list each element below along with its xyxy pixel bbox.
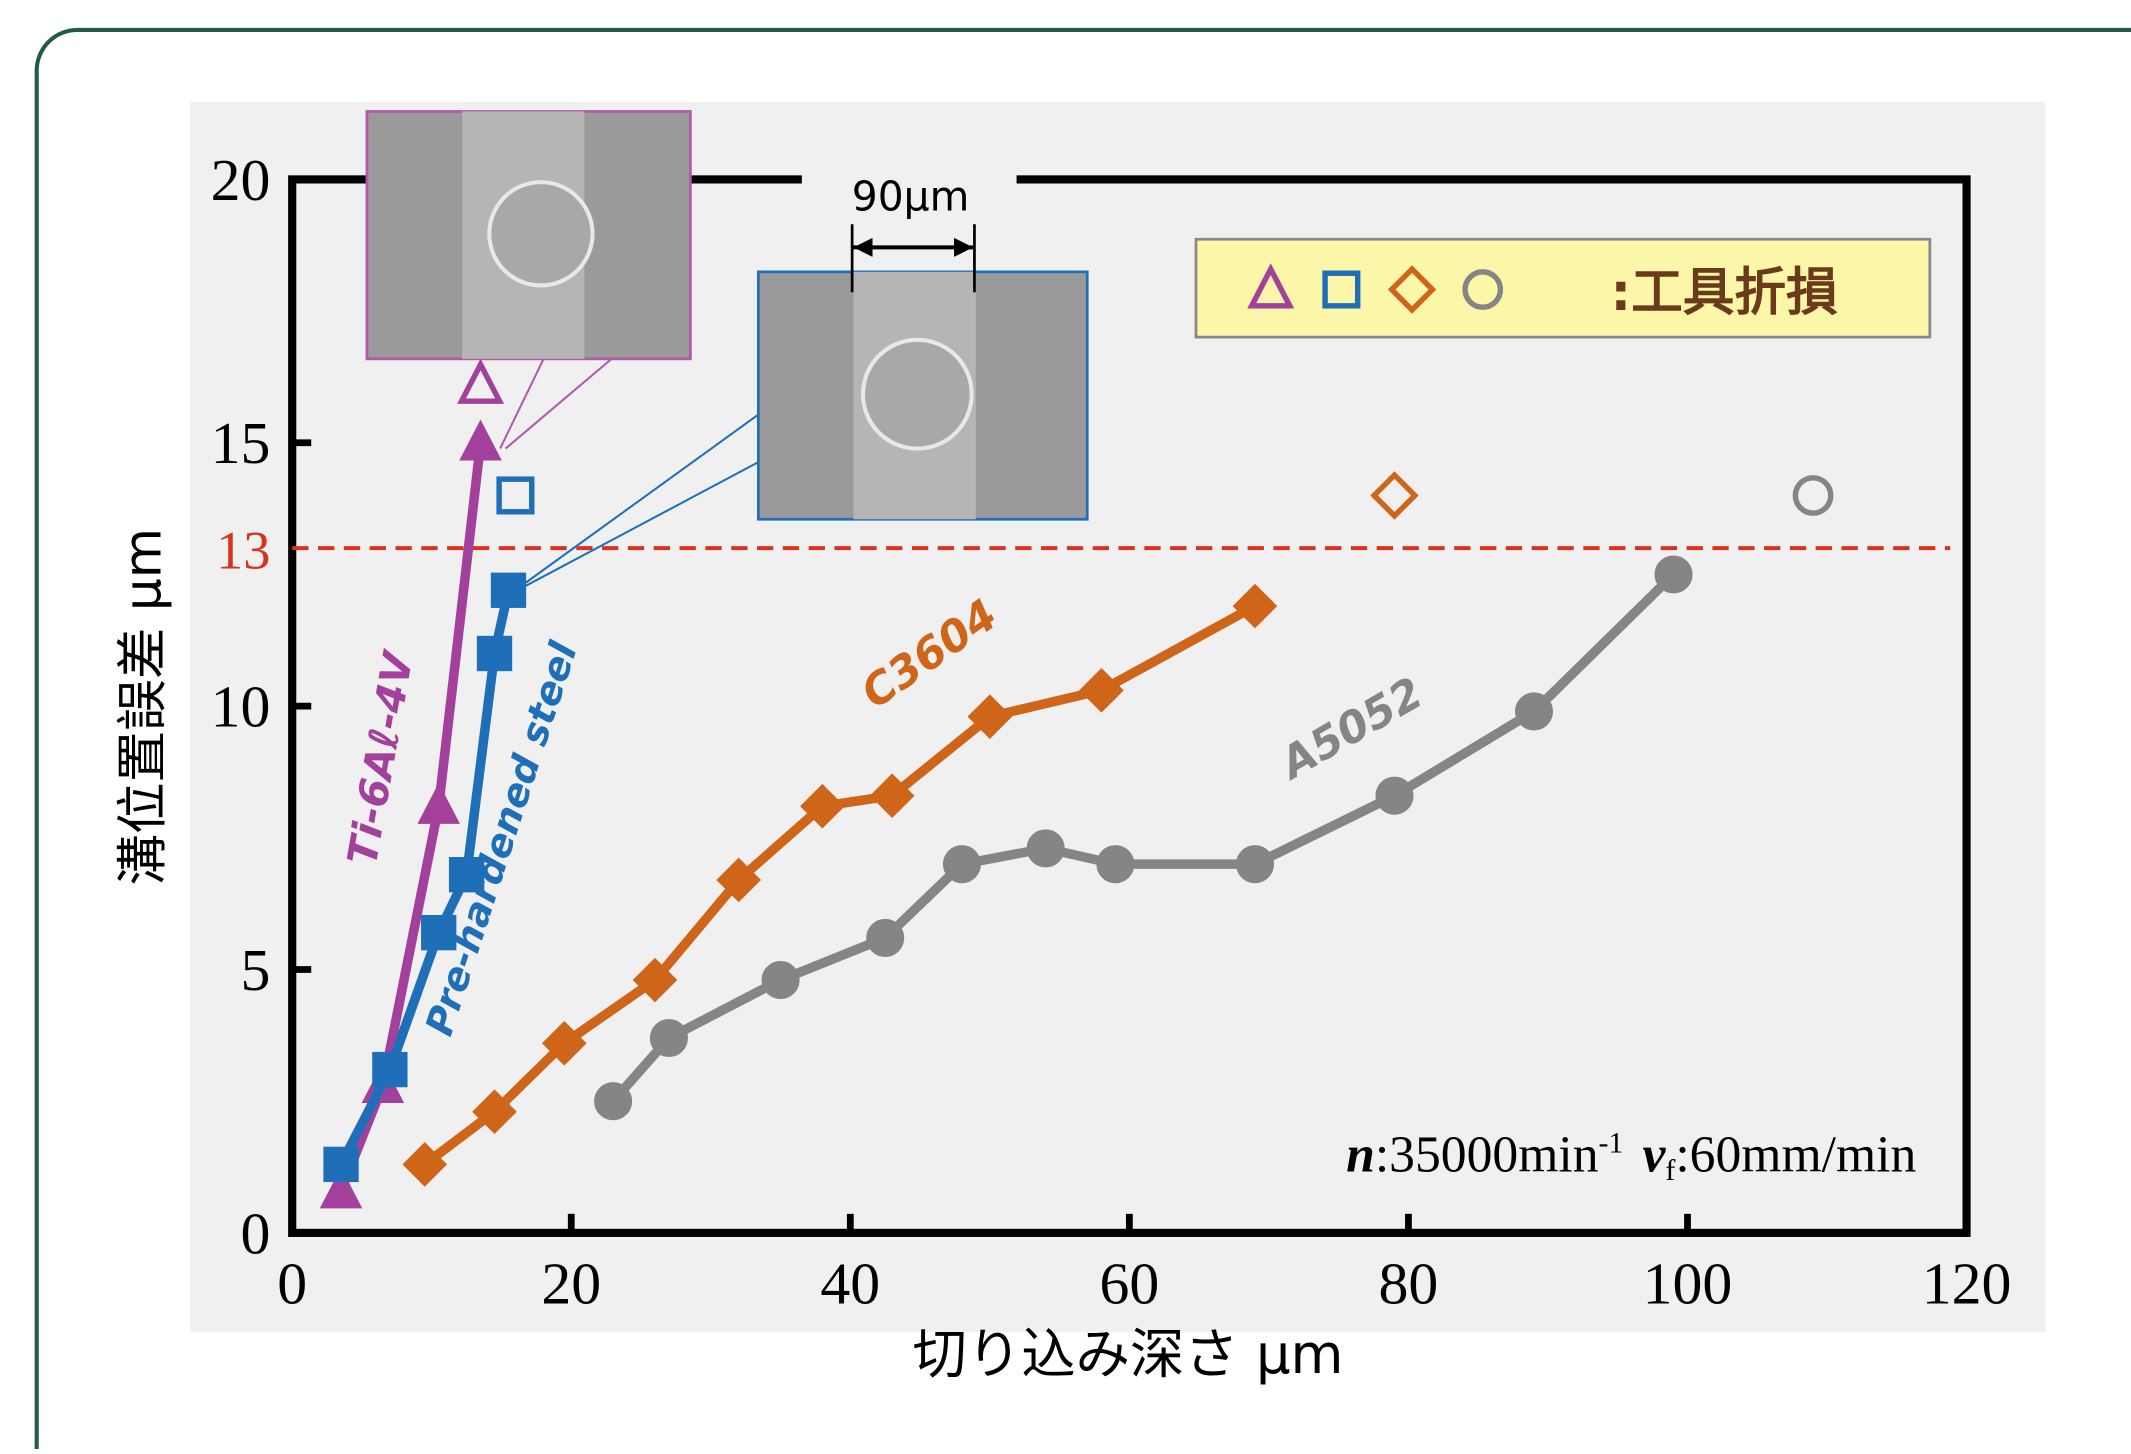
data-point	[1656, 557, 1691, 592]
data-point	[763, 962, 798, 997]
data-point	[1237, 846, 1272, 881]
inset-hole	[489, 182, 592, 285]
data-point	[651, 1020, 686, 1055]
y-tick-label: 20	[211, 147, 271, 213]
data-point	[1098, 846, 1133, 881]
conditions-part: :35000min	[1375, 1127, 1599, 1184]
chart: 0204060801001200510152013Ti-6Aℓ-4VPre-ha…	[0, 0, 2131, 1449]
y-tick-label: 10	[211, 674, 271, 740]
data-point	[1028, 831, 1063, 866]
data-point	[944, 846, 979, 881]
data-point	[478, 637, 511, 670]
x-tick-label: 80	[1379, 1251, 1439, 1317]
y-tick-label: 0	[241, 1200, 271, 1266]
conditions-part: v	[1642, 1127, 1666, 1184]
x-tick-label: 0	[277, 1251, 307, 1317]
threshold-label: 13	[216, 521, 270, 581]
data-point	[1516, 694, 1551, 729]
x-tick-label: 20	[541, 1251, 601, 1317]
data-point	[1377, 778, 1412, 813]
x-tick-label: 100	[1643, 1251, 1733, 1317]
x-tick-label: 40	[820, 1251, 880, 1317]
scale-label: 90μm	[852, 173, 970, 221]
page: {"chart_data":{"type":"line", "xlabel":"…	[0, 0, 2131, 1449]
y-axis-label: 溝位置誤差 μm	[113, 528, 173, 886]
x-axis-label: 切り込み深さ μm	[913, 1323, 1344, 1386]
data-point	[492, 574, 525, 607]
conditions-part: :60mm/min	[1675, 1127, 1916, 1184]
x-tick-label: 60	[1099, 1251, 1159, 1317]
data-point	[868, 920, 903, 955]
data-point	[595, 1084, 630, 1119]
conditions-part: -1	[1599, 1127, 1624, 1160]
conditions-part: f	[1665, 1154, 1675, 1187]
inset-hole	[863, 340, 972, 449]
x-tick-label: 120	[1922, 1251, 2012, 1317]
y-tick-label: 5	[241, 937, 271, 1003]
conditions-part: n	[1346, 1127, 1375, 1184]
data-point	[374, 1053, 407, 1086]
legend-label: :工具折損	[1610, 263, 1838, 323]
data-point	[325, 1148, 358, 1181]
y-tick-label: 15	[211, 410, 271, 476]
